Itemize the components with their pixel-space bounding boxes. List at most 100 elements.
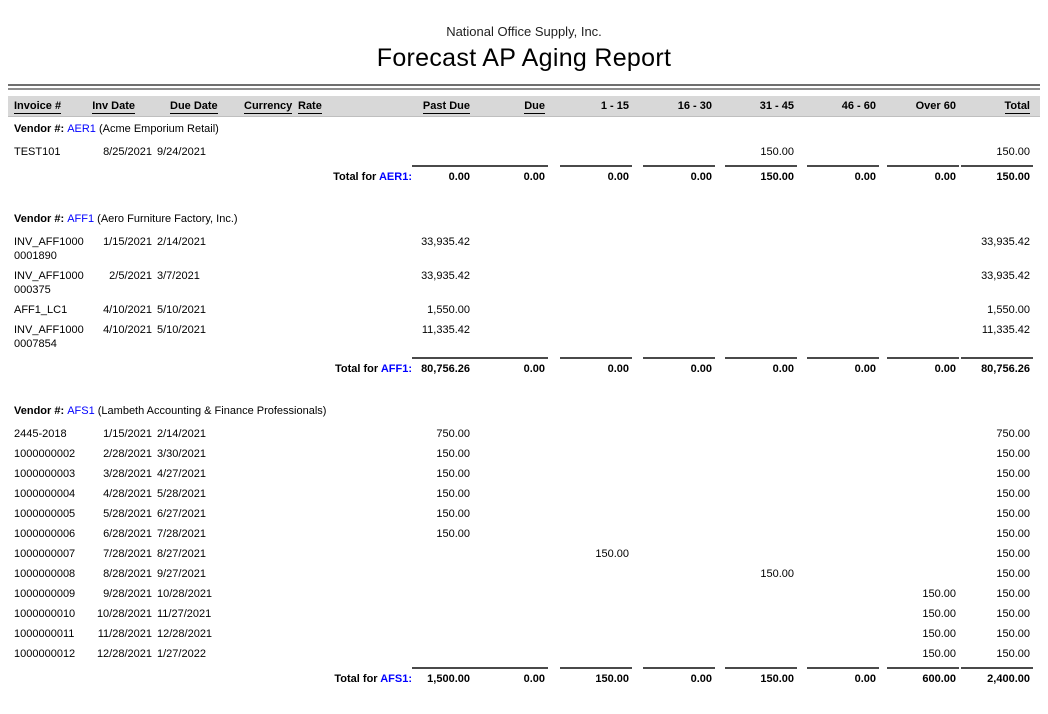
amount-past-due: 1,550.00 <box>427 304 470 316</box>
amount-past-due: 150.00 <box>436 468 470 480</box>
total-rule <box>725 357 797 359</box>
total-over-60: 600.00 <box>876 667 959 686</box>
invoice-number-line: 1000000007 <box>14 548 76 560</box>
total-total: 2,400.00 <box>956 667 1033 686</box>
total-value: 0.00 <box>854 171 876 183</box>
column-header-1-15: 1 - 15 <box>545 100 629 113</box>
vendor-code-link[interactable]: AER1: <box>378 171 412 183</box>
inv-date: 4/10/2021 <box>103 324 152 336</box>
due-date: 3/7/2021 <box>157 270 200 282</box>
total-rule <box>476 165 548 167</box>
column-header-label: Over 60 <box>915 100 956 112</box>
inv-date: 11/28/2021 <box>97 628 152 640</box>
column-header-currency: Currency <box>244 100 298 114</box>
vendor-code-link[interactable]: AFS1 <box>67 405 95 417</box>
invoice-row: 1000000009 9/28/2021 10/28/2021 150.00 150.0… <box>0 587 1048 601</box>
amount-total: 150.00 <box>996 146 1030 158</box>
invoice-row: 1000000008 8/28/2021 9/27/2021 150.00 150.00 <box>0 567 1048 581</box>
column-header-label: 46 - 60 <box>841 100 876 112</box>
amount-total: 150.00 <box>996 508 1030 520</box>
invoice-number-line: INV_AFF1000 <box>14 324 84 336</box>
total-due: 0.00 <box>470 357 548 376</box>
total-rule <box>412 357 484 359</box>
inv-date: 10/28/2021 <box>96 608 152 620</box>
due-date: 9/27/2021 <box>157 568 206 580</box>
total-rule <box>887 357 959 359</box>
invoice-row: 1000000012 12/28/2021 1/27/2022 150.00 150.0… <box>0 647 1048 661</box>
invoice-number-line: 1000000010 <box>14 608 76 620</box>
inv-date: 8/25/2021 <box>103 146 152 158</box>
total-rule <box>643 357 715 359</box>
column-header-due: Due <box>470 100 545 114</box>
invoice-number-line: 1000000006 <box>14 528 76 540</box>
amount-total: 11,335.42 <box>981 324 1030 336</box>
invoice-row: 1000000011 11/28/2021 12/28/2021 150.00 150.… <box>0 627 1048 641</box>
invoice-number-line: 1000000012 <box>14 648 76 660</box>
total-value: 150.00 <box>595 673 629 685</box>
invoice-number: INV_AFF1000 0007854 <box>14 323 92 351</box>
total-value: 0.00 <box>523 171 545 183</box>
vendor-code-link[interactable]: AFS1: <box>380 673 412 685</box>
due-date: 8/27/2021 <box>157 548 206 560</box>
total-rule <box>807 357 879 359</box>
total-16-30: 0.00 <box>629 165 715 184</box>
inv-date: 9/28/2021 <box>103 588 152 600</box>
total-1-15: 150.00 <box>545 667 632 686</box>
invoice-number: INV_AFF1000 0001890 <box>14 235 92 263</box>
amount-over-60: 150.00 <box>922 588 956 600</box>
amount-past-due: 150.00 <box>436 528 470 540</box>
total-value: 0.00 <box>690 363 712 375</box>
amount-1-15: 150.00 <box>595 548 629 560</box>
total-value: 150.00 <box>760 171 794 183</box>
inv-date: 7/28/2021 <box>103 548 152 560</box>
due-date: 5/28/2021 <box>157 488 206 500</box>
column-header-46-60: 46 - 60 <box>794 100 876 113</box>
total-value: 0.00 <box>523 363 545 375</box>
due-date: 4/27/2021 <box>157 468 206 480</box>
amount-total: 150.00 <box>996 568 1030 580</box>
total-over-60: 0.00 <box>876 165 959 184</box>
amount-over-60: 150.00 <box>922 628 956 640</box>
total-value: 1,500.00 <box>427 673 470 685</box>
vendor-code-link[interactable]: AER1 <box>67 123 96 135</box>
inv-date: 2/5/2021 <box>109 270 152 282</box>
amount-past-due: 750.00 <box>436 428 470 440</box>
column-header-over-60: Over 60 <box>876 100 956 113</box>
invoice-number-line: 1000000011 <box>14 628 75 640</box>
invoice-number: 1000000006 <box>14 527 92 541</box>
vendor-code-link[interactable]: AFF1 <box>67 213 95 225</box>
invoice-number-line: 0007854 <box>14 338 57 350</box>
invoice-row: 1000000010 10/28/2021 11/27/2021 150.00 150.… <box>0 607 1048 621</box>
total-rule <box>643 667 715 669</box>
total-value: 600.00 <box>922 673 956 685</box>
amount-total: 150.00 <box>996 448 1030 460</box>
amount-31-45: 150.00 <box>760 568 794 580</box>
amount-total: 750.00 <box>996 428 1030 440</box>
column-header-label: 1 - 15 <box>600 100 629 112</box>
inv-date: 5/28/2021 <box>103 508 152 520</box>
column-header-label: 16 - 30 <box>677 100 712 112</box>
inv-date: 8/28/2021 <box>103 568 152 580</box>
total-46-60: 0.00 <box>794 667 879 686</box>
invoice-number-line: 0001890 <box>14 250 57 262</box>
vendor-section: Vendor #: AER1 (Acme Emporium Retail) TES… <box>0 122 1048 184</box>
column-header-rate: Rate <box>298 100 348 114</box>
report-body: Vendor #: AER1 (Acme Emporium Retail) TES… <box>0 122 1048 714</box>
total-value: 0.00 <box>934 171 956 183</box>
vendor-name: (Aero Furniture Factory, Inc.) <box>94 213 238 225</box>
due-date: 9/24/2021 <box>157 146 206 158</box>
vendor-code-link[interactable]: AFF1: <box>380 363 412 375</box>
due-date: 2/14/2021 <box>157 428 206 440</box>
due-date: 5/10/2021 <box>157 304 206 316</box>
column-header-label: Past Due <box>422 100 470 114</box>
total-value: 0.00 <box>934 363 956 375</box>
total-over-60: 0.00 <box>876 357 959 376</box>
due-date: 11/27/2021 <box>157 608 212 620</box>
invoice-row: INV_AFF1000 0007854 4/10/2021 5/10/2021 11,3… <box>0 323 1048 351</box>
total-31-45: 0.00 <box>712 357 797 376</box>
total-prefix-label: Total for <box>335 363 381 375</box>
column-header-inv-date: Inv Date <box>92 100 152 114</box>
total-rule <box>961 667 1033 669</box>
total-rule <box>412 165 484 167</box>
column-header-invoice-number: Invoice # <box>14 100 92 114</box>
